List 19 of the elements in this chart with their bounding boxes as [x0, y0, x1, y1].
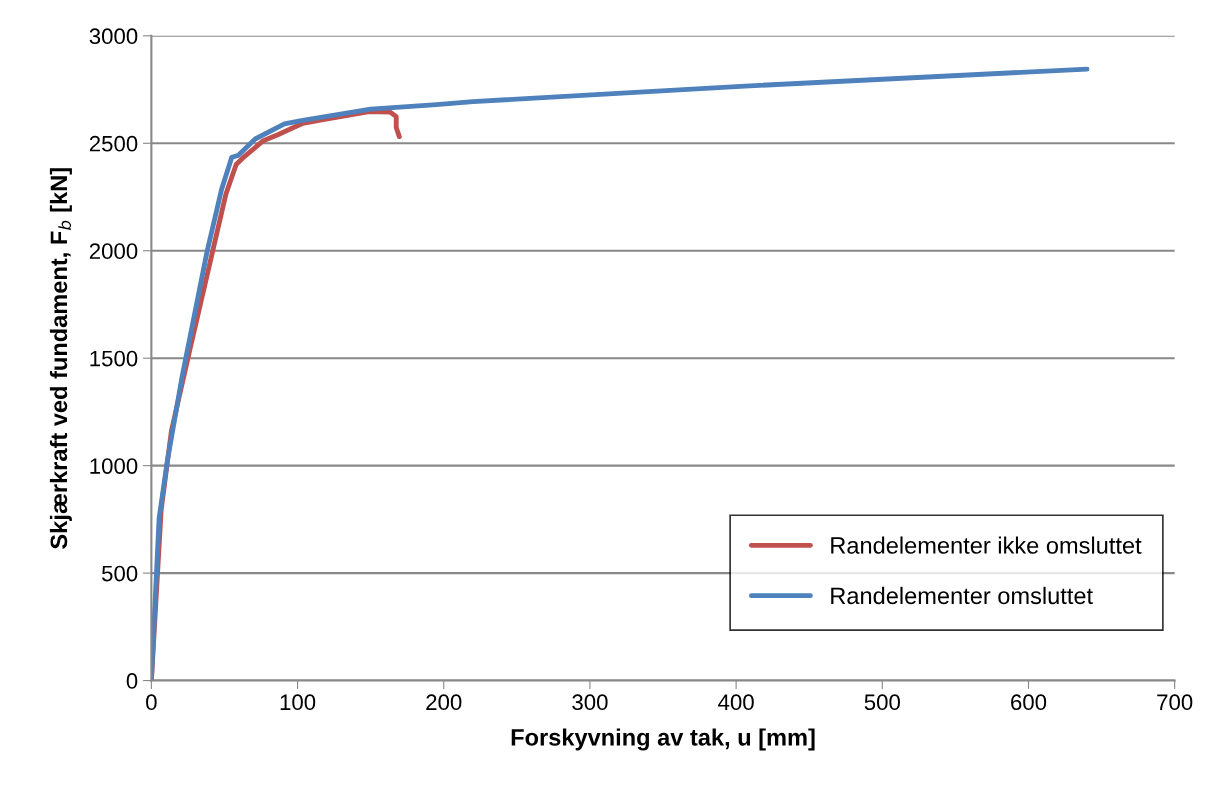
x-tick-label: 200 — [426, 694, 462, 711]
y-tick-label: 1500 — [90, 350, 138, 367]
x-tick-label: 700 — [1157, 694, 1193, 711]
y-tick-label: 2500 — [89, 135, 138, 152]
y-tick-label: 3000 — [89, 28, 138, 45]
y-tick-label: 2000 — [89, 243, 138, 260]
x-axis-title: Forskyvning av tak, u [mm] — [511, 728, 815, 751]
x-tick-label: 0 — [146, 694, 157, 711]
x-tick-label: 100 — [280, 694, 316, 711]
y-axis-title: Skjærkraft ved fundament, F$_{b}$ [kN] — [49, 168, 72, 549]
x-tick-label: 300 — [572, 694, 608, 711]
legend-label: Randelementer omsluttet — [831, 586, 1093, 605]
x-tick-label: 500 — [864, 694, 900, 711]
x-tick-label: 600 — [1011, 694, 1047, 711]
y-tick-label: 0 — [126, 673, 138, 689]
y-tick-label: 500 — [102, 565, 138, 582]
legend-label: Randelementer ikke omsluttet — [831, 536, 1142, 554]
y-tick-label: 1000 — [90, 458, 138, 474]
x-tick-label: 400 — [718, 694, 754, 711]
